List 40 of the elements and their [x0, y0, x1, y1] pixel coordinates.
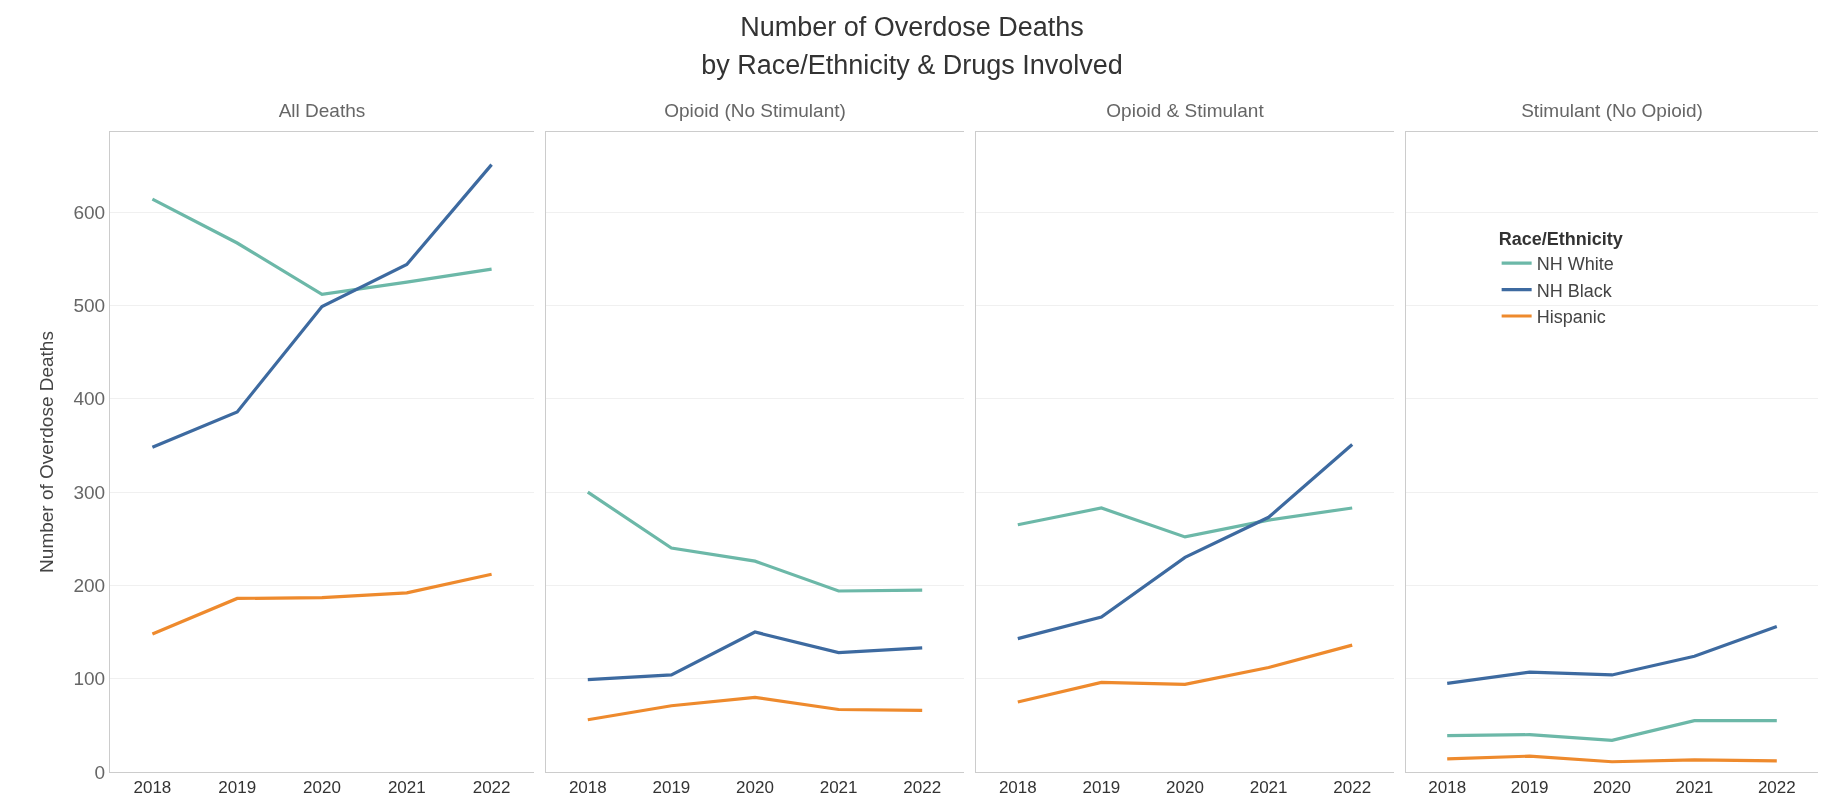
chart-subtitle: All Deaths [278, 99, 366, 121]
y-tick-label: 600 [73, 201, 106, 223]
chart-subtitle: Stimulant (No Opioid) [1521, 99, 1703, 121]
x-tick-label: 2022 [1333, 778, 1372, 798]
legend-label: NH Black [1536, 280, 1613, 301]
line-series [150, 572, 494, 636]
y-tick-label: 100 [73, 668, 106, 690]
x-tick-label: 2019 [1082, 778, 1121, 798]
x-tick-label: 2020 [736, 778, 774, 798]
chart-subtitle: Opioid (No Stimulant) [664, 99, 846, 121]
text: Number of Overdose Deaths by Race/Ethnicity & Drugs Involved [700, 11, 1124, 82]
y-tick-label: 200 [73, 575, 106, 597]
line-series [150, 163, 494, 449]
x-tick-label: 2020 [1593, 778, 1631, 798]
line-series [150, 197, 494, 296]
chart-subtitle: Opioid & Stimulant [1106, 99, 1265, 121]
legend-label: NH White [1536, 254, 1614, 275]
y-tick-label: 300 [73, 481, 106, 503]
x-tick-label: 2019 [652, 778, 691, 798]
x-tick-label: 2021 [1249, 778, 1288, 798]
legend-title: Race/Ethnicity [1498, 229, 1623, 249]
x-tick-label: 2019 [218, 778, 257, 798]
x-tick-label: 2020 [303, 778, 341, 798]
legend-label: Hispanic [1536, 307, 1606, 328]
y-tick-label: 500 [73, 295, 106, 317]
x-tick-label: 2018 [1428, 778, 1467, 798]
x-tick-label: 2019 [1510, 778, 1549, 798]
x-tick-label: 2018 [998, 778, 1037, 798]
y-tick-label: 0 [94, 761, 106, 783]
x-tick-label: 2022 [472, 778, 511, 798]
x-tick-label: 2021 [387, 778, 426, 798]
x-tick-label: 2018 [568, 778, 607, 798]
y-axis-title: Number of Overdose Deaths [36, 331, 58, 573]
x-tick-label: 2018 [133, 778, 172, 798]
x-tick-label: 2022 [1757, 778, 1796, 798]
x-tick-label: 2022 [903, 778, 942, 798]
y-tick-label: 400 [73, 388, 106, 410]
x-tick-label: 2021 [1675, 778, 1714, 798]
x-tick-label: 2021 [819, 778, 858, 798]
x-tick-label: 2020 [1166, 778, 1204, 798]
